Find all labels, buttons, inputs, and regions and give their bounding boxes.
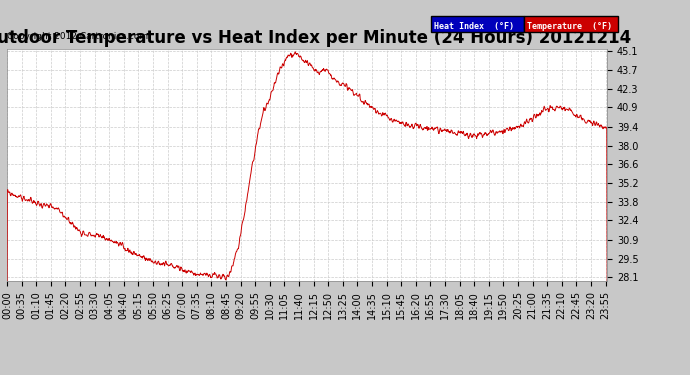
Text: Heat Index  (°F): Heat Index (°F) <box>434 22 514 31</box>
Title: Outdoor Temperature vs Heat Index per Minute (24 Hours) 20121214: Outdoor Temperature vs Heat Index per Mi… <box>0 29 631 47</box>
Text: Temperature  (°F): Temperature (°F) <box>527 22 612 31</box>
Text: Copyright 2012 Cartronics.com: Copyright 2012 Cartronics.com <box>7 32 148 41</box>
